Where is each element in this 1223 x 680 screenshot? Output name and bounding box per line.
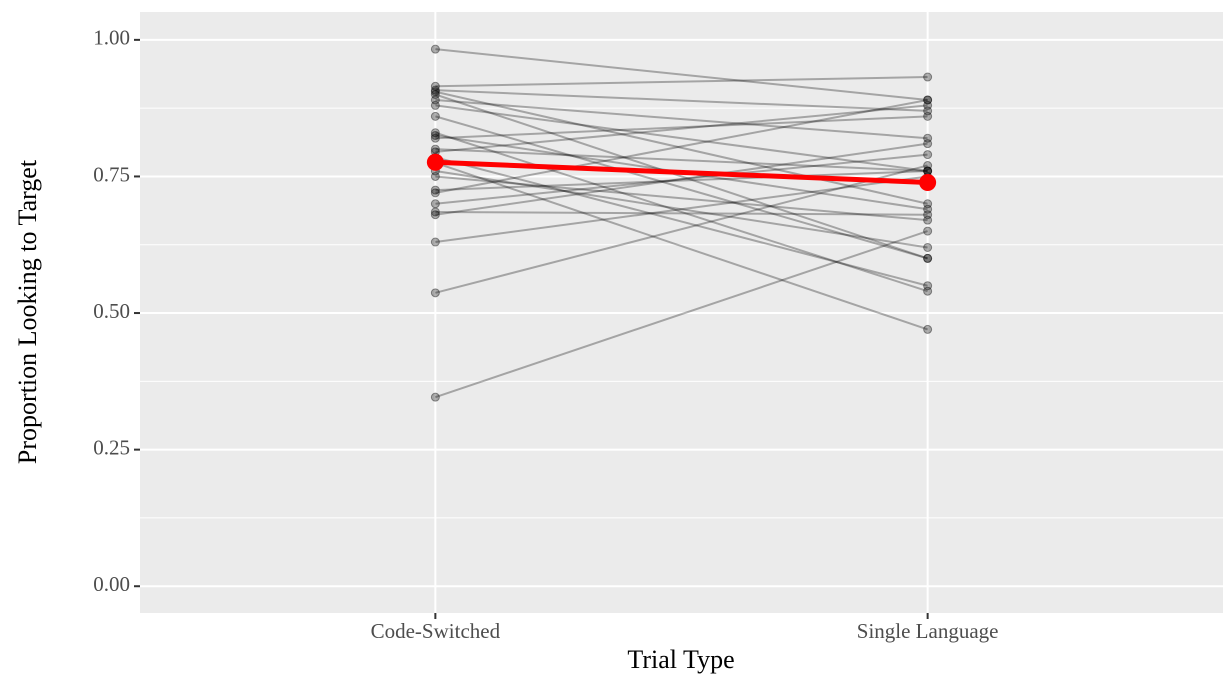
- subject-line: [435, 175, 928, 222]
- subject-point: [430, 130, 440, 140]
- subject-point: [430, 44, 440, 54]
- subject-point: [430, 237, 440, 247]
- subject-line: [435, 156, 928, 287]
- subject-point: [923, 253, 933, 263]
- grid: [140, 12, 1223, 613]
- subject-point: [430, 111, 440, 121]
- subject-line: [435, 48, 928, 101]
- subject-line: [435, 98, 928, 194]
- subject-point: [923, 95, 933, 105]
- subject-line: [435, 142, 928, 216]
- subject-point: [923, 242, 933, 252]
- subject-line: [435, 115, 928, 260]
- y-axis-title: Proportion Looking to Target: [13, 159, 42, 464]
- subject-point: [923, 210, 933, 220]
- subject-line: [435, 148, 928, 172]
- subject-point: [430, 81, 440, 91]
- subject-point: [923, 72, 933, 82]
- subject-point: [923, 161, 933, 171]
- mean-point: [426, 153, 444, 171]
- subject-line: [435, 93, 928, 260]
- subject-point: [430, 128, 440, 138]
- subject-point: [430, 90, 440, 100]
- subject-line: [435, 164, 928, 294]
- subject-line: [435, 131, 928, 293]
- subject-point: [430, 207, 440, 217]
- subject-line: [435, 104, 928, 153]
- subject-line: [435, 161, 928, 331]
- subject-point: [923, 324, 933, 334]
- subject-point: [923, 133, 933, 143]
- subject-line: [435, 169, 928, 192]
- subject-line: [435, 170, 928, 249]
- subject-point: [923, 199, 933, 209]
- x-tick-label: Code-Switched: [371, 619, 501, 643]
- mean-line: [435, 159, 928, 185]
- subject-point: [923, 150, 933, 160]
- subject-point: [923, 215, 933, 225]
- subject-point: [430, 95, 440, 105]
- subject-point: [923, 95, 933, 105]
- subject-line: [435, 210, 928, 216]
- y-tick-label: 0.00: [93, 572, 130, 596]
- subject-line: [435, 115, 928, 140]
- x-axis-title: Trial Type: [627, 645, 734, 674]
- subject-point: [430, 144, 440, 154]
- subject-line: [435, 175, 928, 244]
- subject-line: [435, 98, 928, 140]
- subject-line: [435, 153, 928, 205]
- subject-point: [923, 139, 933, 149]
- subject-line: [435, 89, 928, 112]
- subject-point: [430, 185, 440, 195]
- mean-point: [919, 173, 937, 191]
- subject-point: [923, 100, 933, 110]
- subject-point: [430, 288, 440, 298]
- subject-line: [435, 76, 928, 88]
- marks: [426, 44, 937, 402]
- subject-point: [430, 199, 440, 209]
- subject-point: [923, 281, 933, 291]
- subject-point: [923, 106, 933, 116]
- x-tick-label: Single Language: [857, 619, 999, 643]
- subject-line: [435, 230, 928, 399]
- subject-point: [923, 253, 933, 263]
- subject-point: [923, 204, 933, 214]
- subject-line: [435, 90, 928, 205]
- subject-point: [430, 133, 440, 143]
- subject-point: [430, 85, 440, 95]
- y-tick-label: 0.75: [93, 162, 130, 186]
- y-tick-label: 1.00: [93, 26, 130, 50]
- subject-point: [430, 171, 440, 181]
- y-tick-label: 0.50: [93, 299, 130, 323]
- subject-point: [923, 226, 933, 236]
- y-tick-label: 0.25: [93, 435, 130, 459]
- subject-point: [430, 100, 440, 110]
- subject-line: [435, 104, 928, 172]
- subject-point: [430, 188, 440, 198]
- subject-point: [430, 392, 440, 402]
- subject-point: [923, 111, 933, 121]
- subject-point: [923, 286, 933, 296]
- subject-point: [430, 210, 440, 220]
- subject-point: [430, 87, 440, 97]
